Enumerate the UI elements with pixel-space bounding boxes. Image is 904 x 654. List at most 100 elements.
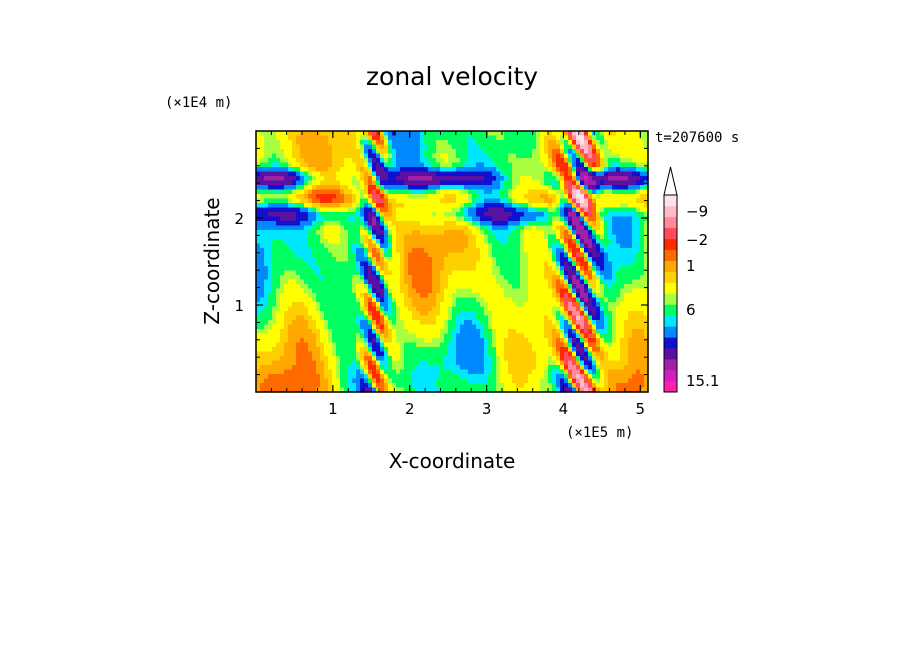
- heatmap-cell: [396, 302, 401, 308]
- heatmap-cell: [508, 248, 513, 254]
- heatmap-cell: [408, 185, 413, 191]
- heatmap-cell: [420, 153, 425, 159]
- heatmap-cell: [596, 158, 601, 164]
- heatmap-cell: [480, 212, 485, 218]
- heatmap-cell: [460, 212, 465, 218]
- heatmap-cell: [272, 293, 277, 299]
- heatmap-cell: [496, 266, 501, 272]
- heatmap-cell: [388, 216, 393, 222]
- heatmap-cell: [304, 324, 309, 330]
- heatmap-cell: [356, 284, 361, 290]
- heatmap-cell: [364, 333, 369, 339]
- heatmap-cell: [424, 140, 429, 146]
- heatmap-cell: [564, 153, 569, 159]
- heatmap-cell: [288, 347, 293, 353]
- heatmap-cell: [288, 369, 293, 375]
- heatmap-cell: [440, 383, 445, 389]
- heatmap-cell: [476, 230, 481, 236]
- heatmap-cell: [528, 383, 533, 389]
- heatmap-cell: [540, 347, 545, 353]
- heatmap-cell: [420, 360, 425, 366]
- heatmap-cell: [260, 135, 265, 141]
- heatmap-cell: [476, 374, 481, 380]
- heatmap-cell: [424, 203, 429, 209]
- heatmap-cell: [324, 369, 329, 375]
- heatmap-cell: [592, 302, 597, 308]
- heatmap-cell: [340, 387, 345, 393]
- heatmap-cell: [324, 216, 329, 222]
- heatmap-cell: [308, 365, 313, 371]
- heatmap-cell: [544, 360, 549, 366]
- heatmap-cell: [524, 387, 529, 393]
- heatmap-cell: [552, 279, 557, 285]
- heatmap-cell: [264, 315, 269, 321]
- heatmap-cell: [436, 176, 441, 182]
- heatmap-cell: [472, 288, 477, 294]
- heatmap-cell: [568, 189, 573, 195]
- heatmap-cell: [528, 149, 533, 155]
- heatmap-cell: [580, 324, 585, 330]
- heatmap-cell: [284, 252, 289, 258]
- heatmap-cell: [552, 230, 557, 236]
- heatmap-cell: [492, 351, 497, 357]
- heatmap-cell: [304, 320, 309, 326]
- heatmap-cell: [504, 356, 509, 362]
- heatmap-cell: [396, 369, 401, 375]
- heatmap-cell: [356, 158, 361, 164]
- heatmap-cell: [452, 158, 457, 164]
- heatmap-cell: [596, 162, 601, 168]
- heatmap-cell: [376, 261, 381, 267]
- heatmap-cell: [324, 230, 329, 236]
- heatmap-cell: [380, 351, 385, 357]
- heatmap-cell: [460, 374, 465, 380]
- heatmap-cell: [532, 225, 537, 231]
- heatmap-cell: [592, 356, 597, 362]
- heatmap-cell: [548, 360, 553, 366]
- heatmap-cell: [440, 203, 445, 209]
- heatmap-cell: [268, 221, 273, 227]
- heatmap-cell: [324, 198, 329, 204]
- heatmap-cell: [528, 306, 533, 312]
- heatmap-cell: [292, 257, 297, 263]
- heatmap-cell: [424, 176, 429, 182]
- heatmap-cell: [552, 360, 557, 366]
- heatmap-cell: [536, 239, 541, 245]
- heatmap-cell: [324, 311, 329, 317]
- heatmap-cell: [384, 158, 389, 164]
- heatmap-cell: [512, 135, 517, 141]
- heatmap-cell: [288, 207, 293, 213]
- heatmap-cell: [484, 207, 489, 213]
- heatmap-cell: [416, 387, 421, 393]
- heatmap-cell: [536, 365, 541, 371]
- heatmap-cell: [332, 198, 337, 204]
- heatmap-cell: [388, 293, 393, 299]
- heatmap-cell: [476, 261, 481, 267]
- heatmap-cell: [428, 194, 433, 200]
- heatmap-cell: [492, 347, 497, 353]
- heatmap-cell: [480, 302, 485, 308]
- heatmap-cell: [272, 135, 277, 141]
- heatmap-cell: [416, 347, 421, 353]
- heatmap-cell: [580, 180, 585, 186]
- heatmap-cell: [488, 279, 493, 285]
- heatmap-cell: [440, 207, 445, 213]
- heatmap-cell: [484, 189, 489, 195]
- heatmap-cell: [416, 293, 421, 299]
- heatmap-cell: [372, 333, 377, 339]
- heatmap-cell: [300, 252, 305, 258]
- heatmap-cell: [344, 194, 349, 200]
- heatmap-cell: [336, 275, 341, 281]
- heatmap-cell: [440, 171, 445, 177]
- heatmap-cell: [388, 248, 393, 254]
- heatmap-cell: [268, 320, 273, 326]
- heatmap-cell: [596, 351, 601, 357]
- heatmap-cell: [380, 171, 385, 177]
- heatmap-cell: [528, 279, 533, 285]
- heatmap-cell: [588, 306, 593, 312]
- heatmap-cell: [572, 243, 577, 249]
- heatmap-cell: [276, 149, 281, 155]
- heatmap-cell: [348, 144, 353, 150]
- heatmap-cell: [504, 266, 509, 272]
- heatmap-cell: [256, 162, 261, 168]
- heatmap-cell: [564, 356, 569, 362]
